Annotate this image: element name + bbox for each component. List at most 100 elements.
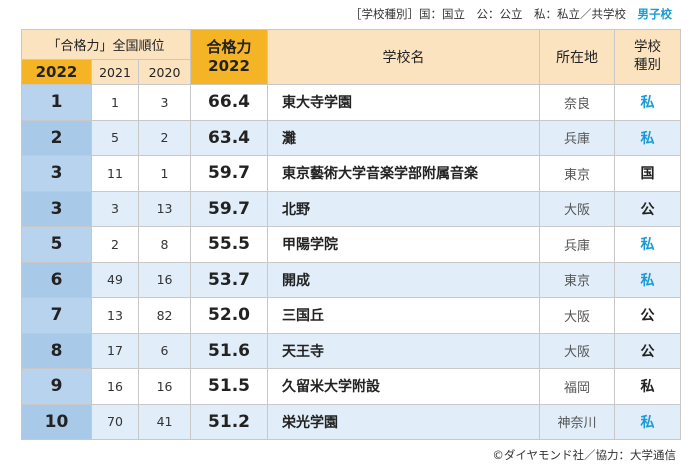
header-row-top: 「合格力」全国順位 合格力 2022 学校名 所在地 学校 種別 bbox=[20, 29, 682, 85]
table-row: 10 70 41 51.2 栄光学園 神奈川私 bbox=[21, 403, 682, 440]
ranking-table: 「合格力」全国順位 合格力 2022 学校名 所在地 学校 種別 2022 20… bbox=[20, 29, 682, 440]
legend-boys-school: 男子校 bbox=[637, 7, 673, 21]
school-type-cell: 公 bbox=[614, 332, 682, 369]
location-cell: 大阪 bbox=[539, 297, 616, 334]
school-name-cell: 灘 bbox=[267, 119, 541, 156]
location-cell: 兵庫 bbox=[539, 226, 616, 263]
location-cell: 神奈川 bbox=[539, 403, 616, 440]
rank-2021-cell: 13 bbox=[91, 297, 139, 334]
rank-2021-cell: 5 bbox=[91, 119, 139, 156]
location-cell: 奈良 bbox=[539, 84, 616, 121]
copyright-credit: ©ダイヤモンド社／協力：大学通信 bbox=[492, 448, 676, 462]
rank-cell: 8 bbox=[21, 332, 92, 369]
location-cell: 福岡 bbox=[539, 368, 616, 405]
school-name-cell: 東京藝術大学音楽学部附属音楽 bbox=[267, 155, 541, 192]
rank-cell: 9 bbox=[21, 368, 92, 405]
rank-cell: 1 bbox=[21, 84, 92, 121]
ranking-body: 1 1 3 66.4 東大寺学園 奈良私 2 5 2 63.4 灘兵庫私 3 11 1 59.7 東京藝術大学… bbox=[21, 84, 682, 440]
rank-cell: 2 bbox=[21, 119, 92, 156]
header-row-bottom: 2022 2021 2020 bbox=[21, 59, 681, 85]
score-cell: 66.4 bbox=[190, 84, 269, 121]
score-cell: 51.5 bbox=[190, 368, 269, 405]
table-row: 6 49 16 53.7 開成 東京私 bbox=[21, 261, 682, 298]
school-name-cell: 北野 bbox=[267, 190, 541, 227]
table-row: 9 16 16 51.5 久留米大学附設 福岡私 bbox=[21, 368, 682, 405]
year-2021-header: 2021 bbox=[91, 59, 139, 85]
school-type-cell: 公 bbox=[614, 297, 682, 334]
rank-2021-cell: 49 bbox=[91, 261, 139, 298]
location-cell: 大阪 bbox=[539, 190, 616, 227]
score-header: 合格力 2022 bbox=[190, 29, 269, 85]
rank-2020-cell: 3 bbox=[137, 84, 192, 121]
score-cell: 63.4 bbox=[190, 119, 269, 156]
rank-2021-cell: 16 bbox=[91, 368, 139, 405]
school-name-cell: 久留米大学附設 bbox=[267, 368, 541, 405]
rank-2021-cell: 11 bbox=[91, 155, 139, 192]
rank-2021-cell: 1 bbox=[91, 84, 139, 121]
type-header-line2: 種別 bbox=[634, 57, 662, 73]
rank-2021-cell: 70 bbox=[91, 403, 139, 440]
school-type-cell: 国 bbox=[614, 155, 682, 192]
rank-cell: 7 bbox=[21, 297, 92, 334]
location-cell: 東京 bbox=[539, 261, 616, 298]
rank-2020-cell: 82 bbox=[137, 297, 192, 334]
school-name-cell: 東大寺学園 bbox=[267, 84, 541, 121]
school-type-cell: 私 bbox=[614, 84, 682, 121]
score-cell: 59.7 bbox=[190, 190, 269, 227]
score-cell: 53.7 bbox=[190, 261, 269, 298]
score-cell: 51.6 bbox=[190, 332, 269, 369]
table-row: 7 13 82 52.0 三国丘 大阪公 bbox=[21, 297, 682, 334]
rank-2020-cell: 2 bbox=[137, 119, 192, 156]
table-row: 3 11 1 59.7 東京藝術大学音楽学部附属音楽 東京国 bbox=[21, 155, 682, 192]
rank-2020-cell: 13 bbox=[137, 190, 192, 227]
score-cell: 55.5 bbox=[190, 226, 269, 263]
school-type-cell: 公 bbox=[614, 190, 682, 227]
score-cell: 59.7 bbox=[190, 155, 269, 192]
school-name-cell: 天王寺 bbox=[267, 332, 541, 369]
rank-2020-cell: 16 bbox=[137, 368, 192, 405]
rank-2020-cell: 8 bbox=[137, 226, 192, 263]
score-header-label: 合格力 bbox=[206, 37, 252, 56]
legend-text: ［学校種別］国：国立 公：公立 私：私立／共学校 bbox=[350, 7, 638, 21]
score-cell: 51.2 bbox=[190, 403, 269, 440]
rank-cell: 3 bbox=[21, 155, 92, 192]
rank-cell: 6 bbox=[21, 261, 92, 298]
table-row: 1 1 3 66.4 東大寺学園 奈良私 bbox=[21, 84, 682, 121]
type-header-line1: 学校 bbox=[634, 39, 662, 56]
score-cell: 52.0 bbox=[190, 297, 269, 334]
table-row: 2 5 2 63.4 灘兵庫私 bbox=[21, 119, 682, 156]
school-type-cell: 私 bbox=[614, 261, 682, 298]
school-type-cell: 私 bbox=[614, 119, 682, 156]
school-type-header: 学校 種別 bbox=[614, 29, 682, 85]
national-rank-header: 「合格力」全国順位 bbox=[20, 29, 192, 60]
rank-2021-cell: 17 bbox=[91, 332, 139, 369]
rank-2020-cell: 41 bbox=[137, 403, 192, 440]
year-2020-header: 2020 bbox=[137, 59, 192, 85]
rank-2020-cell: 6 bbox=[137, 332, 192, 369]
table-row: 8 17 6 51.6 天王寺 大阪公 bbox=[21, 332, 682, 369]
table-row: 3 3 13 59.7 北野 大阪公 bbox=[21, 190, 682, 227]
location-cell: 兵庫 bbox=[539, 119, 616, 156]
rank-2021-cell: 3 bbox=[91, 190, 139, 227]
school-name-cell: 栄光学園 bbox=[267, 403, 541, 440]
location-cell: 大阪 bbox=[539, 332, 616, 369]
rank-2020-cell: 16 bbox=[137, 261, 192, 298]
location-cell: 東京 bbox=[539, 155, 616, 192]
school-type-cell: 私 bbox=[614, 226, 682, 263]
rank-cell: 10 bbox=[21, 403, 92, 440]
rank-cell: 3 bbox=[21, 190, 92, 227]
location-header: 所在地 bbox=[539, 29, 616, 85]
table-row: 5 2 8 55.5 甲陽学院 兵庫私 bbox=[21, 226, 682, 263]
rank-cell: 5 bbox=[21, 226, 92, 263]
school-name-cell: 開成 bbox=[267, 261, 541, 298]
school-type-legend: ［学校種別］国：国立 公：公立 私：私立／共学校 男子校 bbox=[350, 6, 672, 22]
rank-2020-cell: 1 bbox=[137, 155, 192, 192]
school-name-header: 学校名 bbox=[267, 29, 541, 85]
school-name-cell: 甲陽学院 bbox=[267, 226, 541, 263]
school-name-cell: 三国丘 bbox=[267, 297, 541, 334]
year-2022-header: 2022 bbox=[21, 59, 92, 85]
school-type-cell: 私 bbox=[614, 368, 682, 405]
school-type-cell: 私 bbox=[614, 403, 682, 440]
score-header-year: 2022 bbox=[208, 57, 250, 75]
rank-2021-cell: 2 bbox=[91, 226, 139, 263]
